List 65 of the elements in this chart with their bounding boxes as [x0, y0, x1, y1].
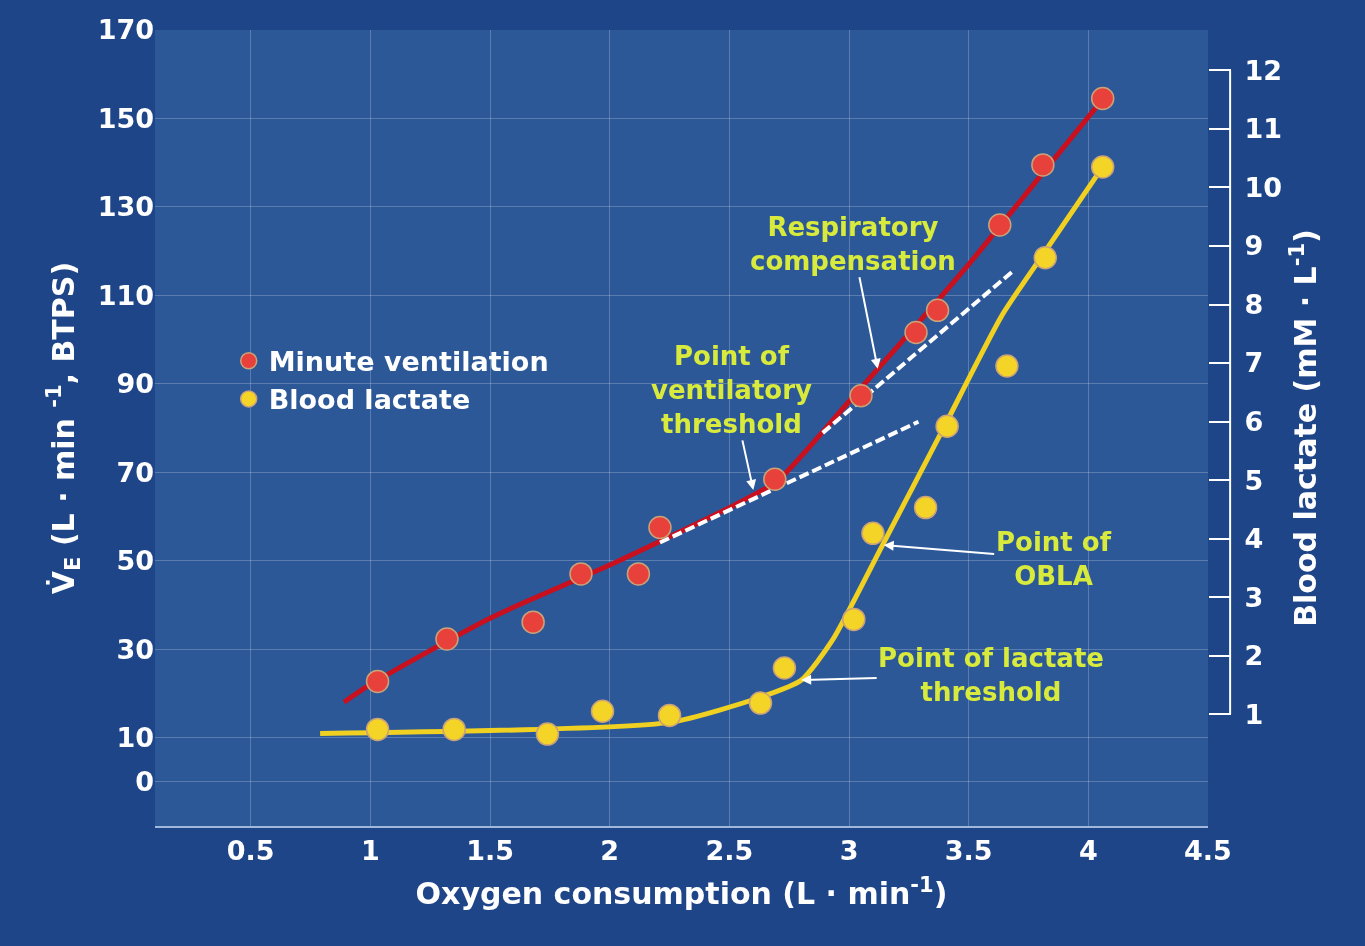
point — [648, 515, 672, 540]
y-tick-label: 70 — [116, 456, 154, 488]
point — [365, 669, 390, 694]
point — [995, 354, 1019, 378]
y-tick-label: 0 — [135, 766, 154, 798]
x-tick-label: 3 — [839, 835, 859, 867]
y-tick-label: 150 — [97, 102, 154, 134]
point — [748, 691, 773, 715]
y2-tick-label: 2 — [1244, 640, 1264, 672]
x-tick-label: 1.5 — [466, 835, 514, 867]
point — [657, 703, 682, 728]
point — [521, 610, 545, 634]
point — [626, 562, 651, 586]
y2-tick-label: 11 — [1244, 113, 1282, 145]
y2-tick-label: 4 — [1244, 523, 1264, 555]
x-tick-label: 1 — [360, 835, 380, 867]
x-axis-title: Oxygen consumption (L · min$^{-1}$) — [415, 872, 948, 912]
x-tick-label: 4.5 — [1184, 835, 1232, 867]
point — [1090, 155, 1115, 179]
point — [442, 717, 466, 742]
point — [842, 607, 866, 632]
y2-tick-label: 6 — [1244, 406, 1264, 438]
y-tick-label: 50 — [116, 545, 154, 577]
y-tick-label: 130 — [97, 191, 154, 223]
y-tick-label: 30 — [116, 633, 154, 665]
point — [913, 495, 938, 520]
y2-tick-label: 8 — [1244, 288, 1264, 320]
x-tick-label: 2.5 — [705, 835, 754, 867]
point — [849, 383, 873, 408]
y-tick-label: 90 — [116, 368, 154, 400]
point — [861, 521, 885, 546]
point — [365, 717, 390, 742]
annotation: Point of lactate threshold — [878, 643, 1104, 707]
y-tick-label: 10 — [116, 722, 154, 754]
y-tick-label: 110 — [97, 279, 154, 311]
point — [1031, 153, 1055, 177]
point — [1033, 245, 1058, 270]
point — [535, 722, 560, 746]
x-tick-label: 2 — [600, 835, 620, 867]
y2-tick-label: 3 — [1244, 581, 1264, 613]
point — [925, 298, 950, 323]
point — [935, 414, 959, 438]
x-tick-label: 4 — [1078, 835, 1098, 867]
annotation: Point of ventilatory threshold — [651, 341, 812, 439]
point — [1090, 86, 1115, 111]
y2-tick-label: 5 — [1244, 464, 1264, 496]
y2-tick-label: 7 — [1244, 347, 1264, 379]
y2-tick-label: 10 — [1244, 171, 1282, 203]
point — [763, 467, 787, 492]
y2-tick-label: 1 — [1244, 698, 1264, 730]
y2-tick-label: 12 — [1244, 54, 1282, 86]
point — [435, 627, 459, 651]
annotation: Respiratory compensation — [750, 212, 956, 276]
legend-label: Minute ventilation — [268, 346, 549, 378]
point — [904, 320, 928, 345]
annotation: Point of OBLA — [996, 527, 1112, 591]
point — [772, 656, 797, 680]
legend-label: Blood lactate — [268, 384, 471, 416]
point — [569, 562, 593, 586]
point — [988, 213, 1012, 237]
x-tick-label: 3.5 — [944, 835, 993, 867]
y2-tick-label: 9 — [1244, 230, 1264, 262]
point — [590, 699, 615, 724]
x-tick-label: 0.5 — [226, 835, 275, 867]
y-tick-label: 170 — [97, 14, 154, 46]
